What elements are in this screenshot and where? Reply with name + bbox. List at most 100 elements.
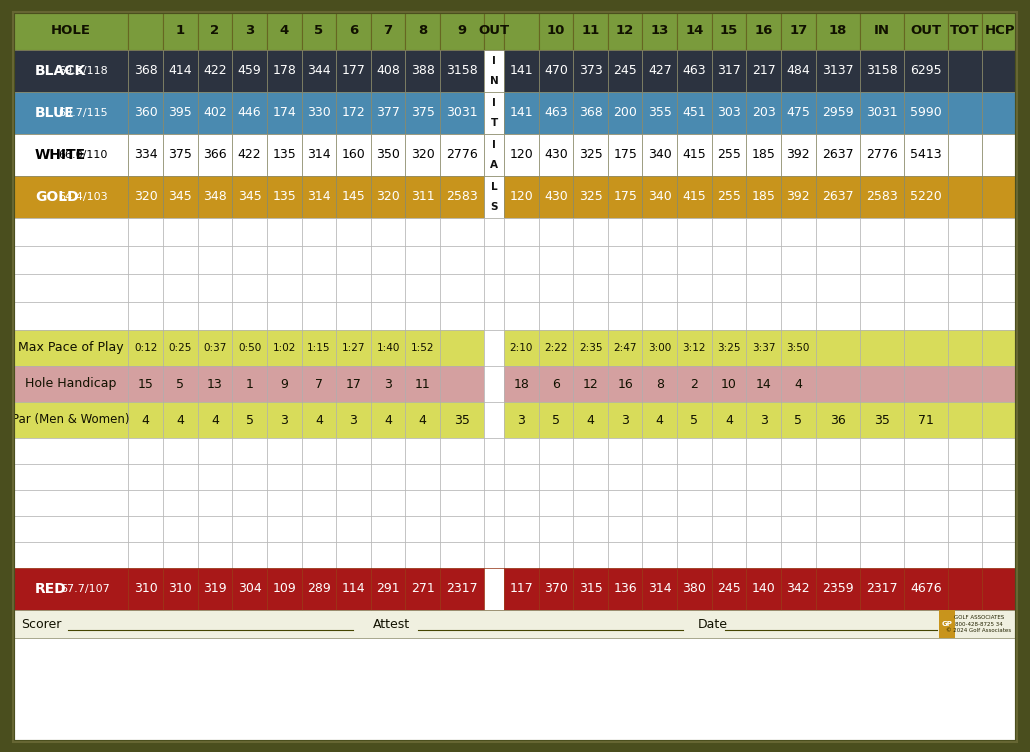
- Bar: [232, 246, 267, 274]
- Bar: [860, 12, 903, 50]
- Bar: [406, 402, 440, 438]
- Bar: [336, 330, 371, 366]
- Bar: [948, 274, 983, 302]
- Bar: [903, 302, 948, 330]
- Bar: [712, 92, 747, 134]
- Bar: [336, 464, 371, 490]
- Bar: [163, 464, 198, 490]
- Bar: [983, 464, 1017, 490]
- Bar: [747, 92, 781, 134]
- Bar: [781, 542, 816, 568]
- Text: 3158: 3158: [446, 65, 478, 77]
- Text: 69.8/118: 69.8/118: [58, 66, 108, 76]
- Bar: [440, 50, 484, 92]
- Text: I: I: [492, 140, 496, 150]
- Text: 5413: 5413: [909, 148, 941, 162]
- Text: 12: 12: [616, 25, 634, 38]
- Text: 427: 427: [648, 65, 672, 77]
- Bar: [504, 246, 539, 274]
- Text: 2:22: 2:22: [544, 343, 568, 353]
- Bar: [677, 542, 712, 568]
- Bar: [484, 330, 504, 366]
- Text: 350: 350: [376, 148, 400, 162]
- Text: 392: 392: [787, 148, 810, 162]
- Text: 117: 117: [510, 583, 534, 596]
- Bar: [267, 464, 302, 490]
- Text: Date: Date: [698, 617, 728, 630]
- Bar: [406, 218, 440, 246]
- Bar: [816, 92, 860, 134]
- Bar: [232, 330, 267, 366]
- Bar: [712, 568, 747, 610]
- Bar: [983, 490, 1017, 516]
- Bar: [371, 134, 406, 176]
- Text: 5: 5: [552, 414, 560, 426]
- Bar: [302, 464, 336, 490]
- Bar: [608, 246, 643, 274]
- Bar: [129, 246, 163, 274]
- Text: 1:27: 1:27: [342, 343, 366, 353]
- Bar: [677, 464, 712, 490]
- Bar: [232, 438, 267, 464]
- Bar: [643, 274, 677, 302]
- Bar: [983, 542, 1017, 568]
- Bar: [747, 516, 781, 542]
- Bar: [163, 246, 198, 274]
- Bar: [677, 490, 712, 516]
- Text: 2317: 2317: [866, 583, 897, 596]
- Bar: [948, 134, 983, 176]
- Text: 12: 12: [583, 378, 598, 390]
- Bar: [643, 176, 677, 218]
- Bar: [677, 176, 712, 218]
- Text: 422: 422: [203, 65, 227, 77]
- Bar: [860, 568, 903, 610]
- Bar: [13, 50, 129, 92]
- Bar: [983, 516, 1017, 542]
- Bar: [163, 438, 198, 464]
- Bar: [608, 92, 643, 134]
- Bar: [643, 330, 677, 366]
- Bar: [267, 366, 302, 402]
- Bar: [484, 92, 504, 134]
- Bar: [504, 568, 539, 610]
- Bar: [406, 568, 440, 610]
- Bar: [336, 516, 371, 542]
- Text: 15: 15: [720, 25, 739, 38]
- Bar: [440, 366, 484, 402]
- Text: 380: 380: [683, 583, 707, 596]
- Text: T: T: [490, 119, 497, 129]
- Bar: [198, 274, 232, 302]
- Text: 402: 402: [203, 107, 227, 120]
- Text: 314: 314: [307, 190, 331, 204]
- Bar: [371, 464, 406, 490]
- Text: WHITE: WHITE: [35, 148, 87, 162]
- Text: 320: 320: [411, 148, 435, 162]
- Bar: [608, 402, 643, 438]
- Bar: [371, 246, 406, 274]
- Bar: [484, 490, 504, 516]
- Bar: [13, 438, 129, 464]
- Bar: [643, 302, 677, 330]
- Bar: [903, 366, 948, 402]
- Bar: [484, 246, 504, 274]
- Bar: [948, 92, 983, 134]
- Bar: [302, 366, 336, 402]
- Bar: [643, 366, 677, 402]
- Text: 13: 13: [651, 25, 668, 38]
- Text: 375: 375: [411, 107, 435, 120]
- Text: 470: 470: [544, 65, 568, 77]
- Bar: [539, 330, 574, 366]
- Bar: [539, 176, 574, 218]
- Bar: [504, 92, 539, 134]
- Text: 5220: 5220: [909, 190, 941, 204]
- Text: 245: 245: [717, 583, 741, 596]
- Bar: [747, 402, 781, 438]
- Bar: [643, 516, 677, 542]
- Bar: [163, 542, 198, 568]
- Text: 145: 145: [342, 190, 366, 204]
- Bar: [677, 366, 712, 402]
- Text: 368: 368: [134, 65, 158, 77]
- Bar: [504, 438, 539, 464]
- Bar: [440, 542, 484, 568]
- Bar: [816, 134, 860, 176]
